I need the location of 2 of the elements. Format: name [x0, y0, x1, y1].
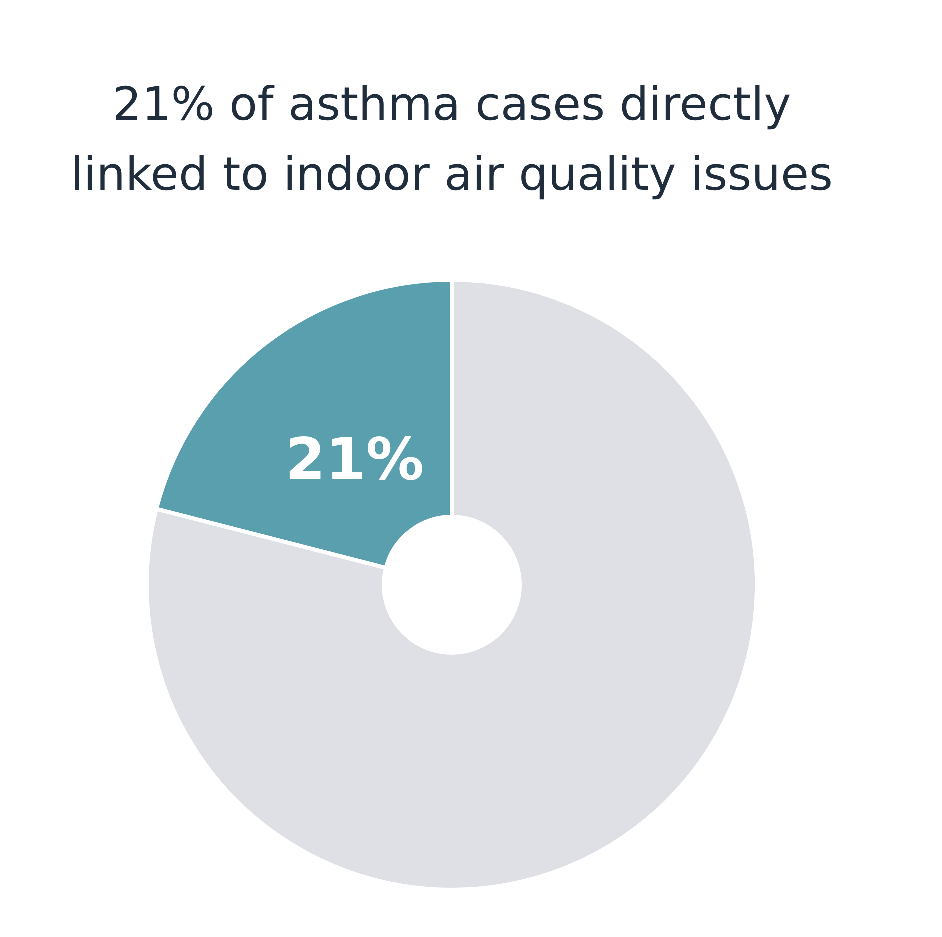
chart-title: 21% of asthma cases directly linked to indoor air quality issues: [70, 77, 834, 201]
data-label: 21%: [285, 426, 424, 494]
